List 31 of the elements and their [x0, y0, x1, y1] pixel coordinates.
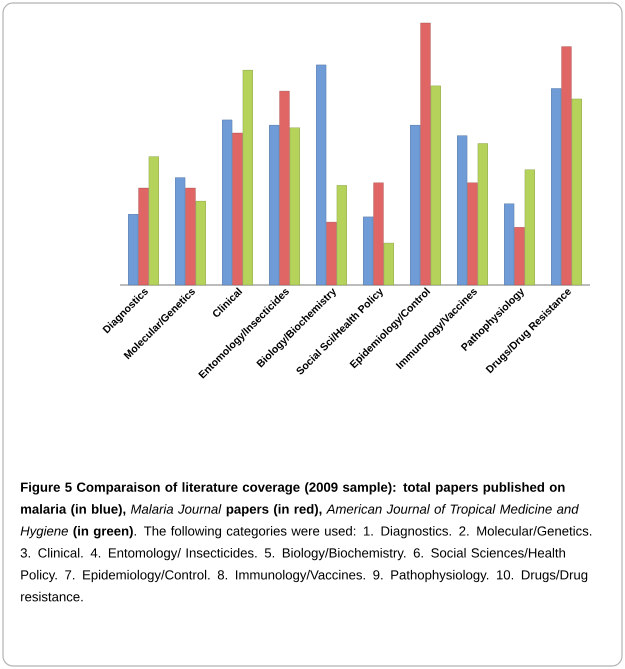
bar [316, 64, 326, 286]
bar [504, 204, 514, 286]
bar [196, 200, 206, 286]
bar [373, 182, 384, 286]
bar [128, 214, 138, 286]
bar [138, 188, 149, 286]
bar [279, 90, 290, 286]
bar [336, 185, 347, 286]
bar [420, 22, 431, 286]
bar [551, 88, 562, 286]
bar [185, 188, 196, 286]
text: Figure 5 Comparaison of literature coverage (2009 sample): total papers published on malaria (in blue), Malaria Journal papers (in red), American Journal of Tropical Medicine and Hygiene (in green). The following categories were used: 1. Diagnostics. 2. Molecular/Genetics. 3. Clinical. 4. Entomology/ Insecticides. 5. Biology/Biochemistry. 6. Social Sciences/Health Policy. 7. Epidemiology/Control. 8. Immunology/Vaccines. 9. Pathophysiology. 10. Drugs/Drug resistance. [20, 482, 592, 602]
bar [175, 177, 186, 286]
bar [148, 156, 159, 286]
bar [457, 135, 468, 286]
bar [478, 143, 488, 286]
bar [222, 120, 232, 286]
bar [430, 86, 441, 286]
bar [326, 222, 337, 286]
bar [269, 124, 280, 286]
bar [514, 227, 525, 286]
bar [290, 128, 300, 286]
bar [524, 170, 535, 286]
bar [242, 70, 253, 286]
bar [572, 98, 582, 286]
bar [410, 124, 420, 286]
bar [467, 182, 478, 286]
bar [384, 242, 394, 286]
bar [232, 132, 243, 286]
bar [363, 216, 374, 286]
bar [561, 46, 572, 286]
